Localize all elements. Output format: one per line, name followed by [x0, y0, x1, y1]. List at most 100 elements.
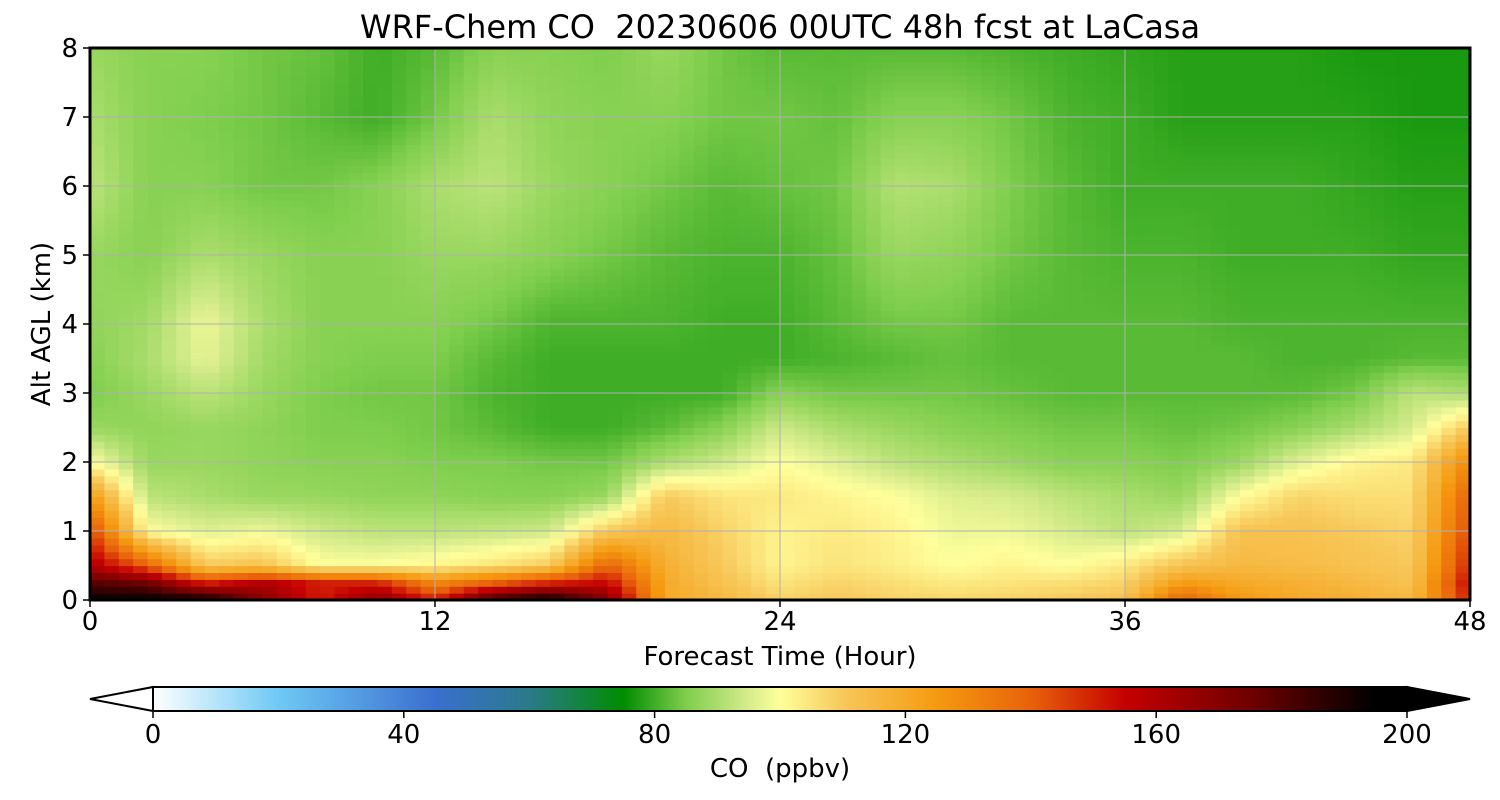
heatmap-cell — [679, 448, 695, 456]
heatmap-cell — [736, 393, 752, 401]
heatmap-cell — [751, 537, 767, 546]
heatmap-cell — [665, 386, 680, 394]
heatmap-cell — [1326, 565, 1342, 573]
heatmap-cell — [693, 475, 709, 484]
heatmap-cell — [276, 537, 292, 546]
heatmap-cell — [665, 468, 680, 477]
heatmap-cell — [363, 482, 379, 491]
heatmap-cell — [665, 565, 680, 573]
heatmap-cell — [923, 248, 939, 256]
heatmap-cell — [923, 330, 939, 339]
heatmap-cell — [636, 531, 652, 539]
heatmap-cell — [866, 455, 882, 463]
heatmap-cell — [722, 303, 738, 311]
heatmap-cell — [1355, 372, 1370, 380]
heatmap-cell — [334, 496, 350, 504]
heatmap-cell — [118, 296, 134, 304]
heatmap-cell — [665, 455, 680, 463]
heatmap-cell — [1398, 462, 1414, 470]
heatmap-cell — [679, 475, 695, 484]
heatmap-cell — [334, 241, 350, 249]
heatmap-cell — [1383, 517, 1399, 525]
heatmap-cell — [1268, 586, 1284, 594]
heatmap-cell — [1024, 317, 1040, 325]
heatmap-cell — [736, 434, 752, 442]
heatmap-cell — [190, 427, 206, 435]
heatmap-cell — [1240, 420, 1255, 429]
heatmap-cell — [161, 593, 177, 600]
heatmap-cell — [880, 462, 896, 470]
heatmap-cell — [722, 558, 738, 567]
heatmap-cell — [981, 289, 997, 297]
heatmap-cell — [1254, 358, 1270, 366]
heatmap-cell — [751, 524, 767, 532]
heatmap-cell — [449, 531, 465, 539]
heatmap-cell — [1125, 586, 1140, 594]
heatmap-cell — [1240, 268, 1255, 277]
heatmap-cell — [1297, 275, 1313, 284]
heatmap-cell — [966, 482, 982, 491]
heatmap-cell — [995, 544, 1011, 553]
heatmap-cell — [621, 275, 637, 284]
heatmap-cell — [420, 399, 436, 408]
heatmap-cell — [1125, 344, 1140, 353]
heatmap-cell — [1067, 248, 1083, 256]
heatmap-cell — [564, 413, 580, 422]
heatmap-cell — [1038, 517, 1054, 525]
heatmap-cell — [1139, 372, 1155, 380]
heatmap-cell — [923, 496, 939, 504]
heatmap-cell — [1455, 579, 1470, 587]
heatmap-cell — [1369, 268, 1385, 277]
heatmap-cell — [1240, 572, 1255, 580]
heatmap-cell — [1153, 558, 1169, 567]
heatmap-cell — [952, 579, 968, 587]
heatmap-cell — [1426, 310, 1442, 318]
heatmap-cell — [478, 489, 494, 498]
heatmap-cell — [248, 537, 264, 546]
heatmap-cell — [1311, 344, 1327, 353]
heatmap-cell — [377, 296, 393, 304]
heatmap-cell — [104, 317, 120, 325]
heatmap-cell — [463, 482, 479, 491]
heatmap-cell — [564, 441, 580, 449]
heatmap-cell — [895, 268, 910, 277]
heatmap-cell — [550, 248, 565, 256]
heatmap-cell — [1110, 524, 1126, 532]
heatmap-cell — [1283, 489, 1299, 498]
heatmap-cell — [1053, 503, 1069, 511]
heatmap-cell — [621, 386, 637, 394]
heatmap-cell — [521, 310, 537, 318]
heatmap-cell — [133, 420, 149, 429]
heatmap-cell — [1383, 317, 1399, 325]
heatmap-cell — [463, 379, 479, 387]
heatmap-cell — [578, 330, 594, 339]
heatmap-cell — [104, 365, 120, 373]
heatmap-cell — [1038, 565, 1054, 573]
heatmap-cell — [133, 330, 149, 339]
heatmap-cell — [1455, 268, 1470, 277]
heatmap-cell — [1024, 393, 1040, 401]
heatmap-cell — [233, 503, 249, 511]
heatmap-cell — [248, 517, 264, 525]
heatmap-cell — [1067, 524, 1083, 532]
heatmap-cell — [923, 489, 939, 498]
heatmap-cell — [751, 268, 767, 277]
heatmap-cell — [262, 496, 278, 504]
heatmap-cell — [291, 393, 307, 401]
heatmap-cell — [578, 455, 594, 463]
heatmap-cell — [1412, 386, 1428, 394]
heatmap-cell — [650, 565, 666, 573]
heatmap-cell — [420, 503, 436, 511]
heatmap-cell — [334, 344, 350, 353]
heatmap-cell — [1067, 330, 1083, 339]
heatmap-cell — [1355, 420, 1370, 429]
heatmap-cell — [1053, 558, 1069, 567]
heatmap-cell — [823, 427, 839, 435]
heatmap-cell — [391, 482, 407, 491]
heatmap-cell — [1038, 441, 1054, 449]
heatmap-cell — [1125, 537, 1140, 546]
heatmap-cell — [219, 268, 235, 277]
heatmap-cell — [808, 462, 824, 470]
heatmap-cell — [478, 296, 494, 304]
heatmap-cell — [693, 531, 709, 539]
